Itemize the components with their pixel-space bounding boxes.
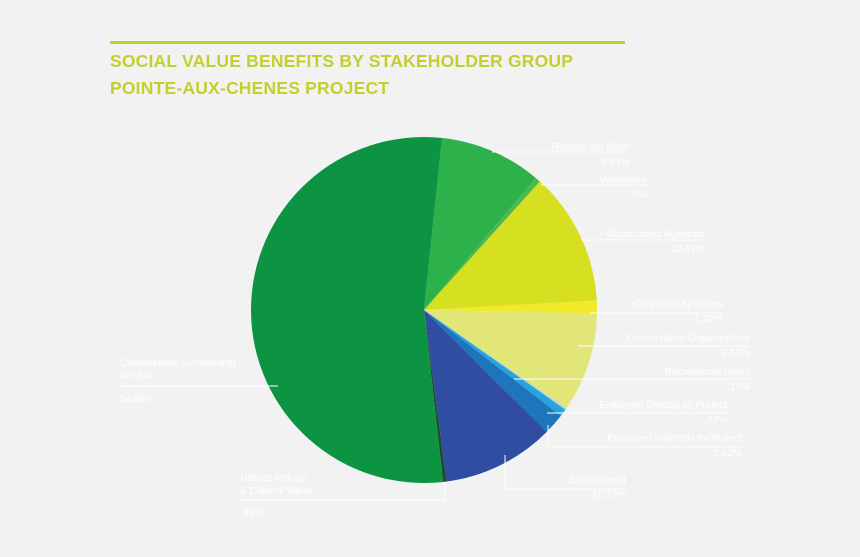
pie-slice [424,310,447,482]
chart-subtitle: POINTE-AUX-CHENES PROJECT [110,78,390,98]
slice-label: Communities Surrounding [120,358,236,369]
slice-value-label: 1.22% [695,314,723,325]
leader-line [240,482,446,501]
pie-slice [424,178,540,310]
pie-slice [250,137,444,484]
slice-label: Recreational Users [665,367,750,378]
slice-label: the Site [120,370,154,381]
slice-label: Government Agencies [607,229,705,240]
slice-value-label: 9.81% [602,157,630,168]
slice-label: Environment [570,475,626,486]
slice-label: Conservation Organizations [627,333,750,344]
slice-value-label: 10.77% [592,490,626,501]
slice-value-label: .72% [704,415,727,426]
slice-label: Employed Directly by Project [599,400,727,411]
slice-value-label: 54.98% [120,394,154,405]
slice-value-label: .15% [727,382,750,393]
title-rule [110,41,625,44]
pie-slice [424,310,547,482]
slice-value-label: 9.59% [722,348,750,359]
slice-label: Employed Indirectly by Project [607,433,742,444]
leader-line [504,455,626,490]
pie-slice [424,300,598,314]
slice-label: & Cultural Value [240,486,312,497]
slice-value-label: 12.81% [671,244,705,255]
slice-value-label: .35% [240,508,263,519]
pie-slice [424,310,561,432]
pie-slice [424,310,567,410]
slice-label: Habitat Refuge [240,473,307,484]
pie-slice [424,181,597,310]
slice-label: Corporate Sponsors [634,299,724,310]
slice-label: Volunteers [600,175,647,186]
slice-label: Restore the Earth [552,142,630,153]
chart-title: SOCIAL VALUE BENEFITS BY STAKEHOLDER GRO… [110,51,574,71]
slice-value-label: 2.02% [714,448,742,459]
slice-value-label: .5% [630,190,647,201]
leader-line [547,425,742,448]
pie-slice [424,137,536,310]
pie-slice [424,310,597,409]
pie-slice [424,310,566,416]
